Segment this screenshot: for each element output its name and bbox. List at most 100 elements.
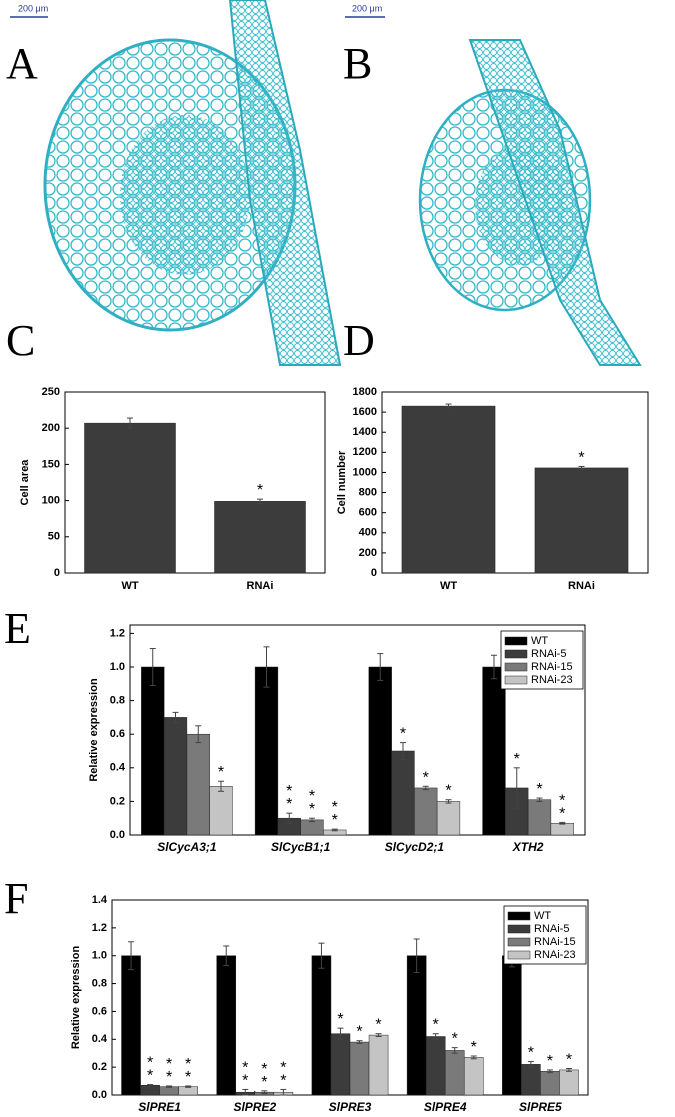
significance-mark: * bbox=[560, 1052, 577, 1065]
bar bbox=[463, 1057, 484, 1096]
y-tick-label: 0.6 bbox=[110, 728, 125, 740]
bar bbox=[254, 666, 279, 836]
plot-frame bbox=[381, 391, 649, 574]
bar bbox=[163, 717, 188, 836]
bar bbox=[406, 955, 427, 1096]
y-tick-label: 600 bbox=[359, 507, 377, 519]
x-tick-label: WT bbox=[440, 580, 457, 592]
legend-swatch bbox=[507, 937, 531, 947]
bar bbox=[502, 955, 522, 1096]
bar bbox=[140, 1085, 160, 1096]
y-tick-label: 1.0 bbox=[110, 661, 125, 673]
y-tick-label: 0 bbox=[371, 567, 377, 579]
y-tick-label: 0.0 bbox=[110, 829, 125, 841]
y-tick-label: 1200 bbox=[353, 446, 377, 458]
significance-mark: ** bbox=[180, 1056, 197, 1082]
x-tick-label: SlCycD2;1 bbox=[385, 840, 445, 854]
x-tick-label: SlCycB1;1 bbox=[271, 840, 331, 854]
bar bbox=[159, 1086, 179, 1096]
plot-frame bbox=[64, 391, 326, 574]
bar bbox=[209, 786, 233, 836]
bar bbox=[425, 1036, 446, 1096]
scale-bar-label: 200 μm bbox=[352, 3, 382, 13]
panel-label: F bbox=[4, 874, 28, 923]
bar bbox=[559, 1069, 579, 1096]
bar bbox=[534, 467, 629, 574]
bar bbox=[414, 787, 438, 836]
significance-mark: ** bbox=[142, 1055, 159, 1081]
legend-swatch bbox=[507, 924, 531, 934]
y-tick-label: 1400 bbox=[353, 426, 377, 438]
x-tick-label: SlPRE1 bbox=[138, 1100, 181, 1114]
significance-mark: * bbox=[395, 726, 412, 739]
panel-label: A bbox=[6, 39, 38, 88]
bar bbox=[368, 666, 392, 836]
bar bbox=[540, 1071, 560, 1096]
y-tick-label: 0 bbox=[54, 567, 60, 579]
x-tick-label: SlPRE3 bbox=[329, 1100, 372, 1114]
y-tick-label: 0.8 bbox=[110, 695, 125, 707]
panel-label: D bbox=[343, 316, 375, 365]
significance-mark: * bbox=[465, 1039, 482, 1052]
legend-swatch bbox=[507, 911, 531, 921]
y-tick-label: 0.2 bbox=[92, 1061, 107, 1073]
y-tick-label: 100 bbox=[42, 495, 60, 507]
y-tick-label: 50 bbox=[48, 531, 60, 543]
y-tick-label: 1800 bbox=[353, 386, 377, 398]
legend-label: RNAi-15 bbox=[531, 661, 573, 673]
significance-mark: ** bbox=[275, 1059, 292, 1085]
panel-label: B bbox=[343, 39, 372, 88]
y-axis-label: Relative expression bbox=[70, 946, 82, 1050]
legend-label: RNAi-5 bbox=[534, 923, 569, 935]
y-axis-label: Relative expression bbox=[88, 678, 100, 782]
bar bbox=[550, 822, 574, 836]
legend-swatch bbox=[504, 662, 528, 672]
significance-mark: * bbox=[252, 482, 269, 495]
bar bbox=[311, 955, 332, 1096]
y-tick-label: 1600 bbox=[353, 406, 377, 418]
y-tick-label: 1.2 bbox=[110, 627, 125, 639]
y-tick-label: 0.6 bbox=[92, 1005, 107, 1017]
y-tick-label: 200 bbox=[42, 422, 60, 434]
bar bbox=[300, 819, 324, 836]
legend-swatch bbox=[504, 649, 528, 659]
significance-mark: * bbox=[427, 1017, 444, 1030]
plot-frame bbox=[129, 624, 586, 836]
significance-mark: ** bbox=[161, 1056, 178, 1082]
bar bbox=[121, 955, 141, 1096]
bar bbox=[368, 1034, 389, 1096]
y-axis-label: Cell number bbox=[336, 450, 348, 514]
bar bbox=[401, 405, 496, 574]
bar bbox=[521, 1064, 541, 1096]
significance-mark: * bbox=[446, 1031, 463, 1044]
legend-label: RNAi-23 bbox=[534, 949, 576, 961]
significance-mark: * bbox=[573, 449, 590, 462]
bar bbox=[214, 501, 306, 574]
significance-mark: ** bbox=[554, 792, 571, 818]
y-tick-label: 1.4 bbox=[92, 894, 108, 906]
y-tick-label: 0.2 bbox=[110, 795, 125, 807]
legend-label: RNAi-5 bbox=[531, 648, 566, 660]
x-tick-label: WT bbox=[121, 580, 138, 592]
bar bbox=[391, 750, 415, 836]
legend-label: WT bbox=[534, 910, 551, 922]
bar bbox=[482, 666, 506, 836]
significance-mark: ** bbox=[326, 799, 343, 825]
bar bbox=[527, 799, 552, 836]
legend-swatch bbox=[504, 636, 528, 646]
x-tick-label: SlPRE5 bbox=[519, 1100, 562, 1114]
significance-mark: * bbox=[522, 1045, 539, 1058]
bar bbox=[349, 1041, 370, 1096]
y-tick-label: 0.8 bbox=[92, 977, 107, 989]
panel-label: C bbox=[6, 316, 35, 365]
y-axis-label: Cell area bbox=[19, 459, 31, 506]
bar bbox=[216, 955, 237, 1096]
y-tick-label: 0.0 bbox=[92, 1089, 107, 1101]
y-tick-label: 400 bbox=[359, 527, 377, 539]
x-tick-label: SlPRE4 bbox=[424, 1100, 467, 1114]
significance-mark: ** bbox=[304, 788, 321, 814]
legend-label: RNAi-23 bbox=[531, 674, 573, 686]
legend-swatch bbox=[504, 675, 528, 685]
bar bbox=[186, 733, 210, 836]
x-tick-label: SlCycA3;1 bbox=[157, 840, 217, 854]
